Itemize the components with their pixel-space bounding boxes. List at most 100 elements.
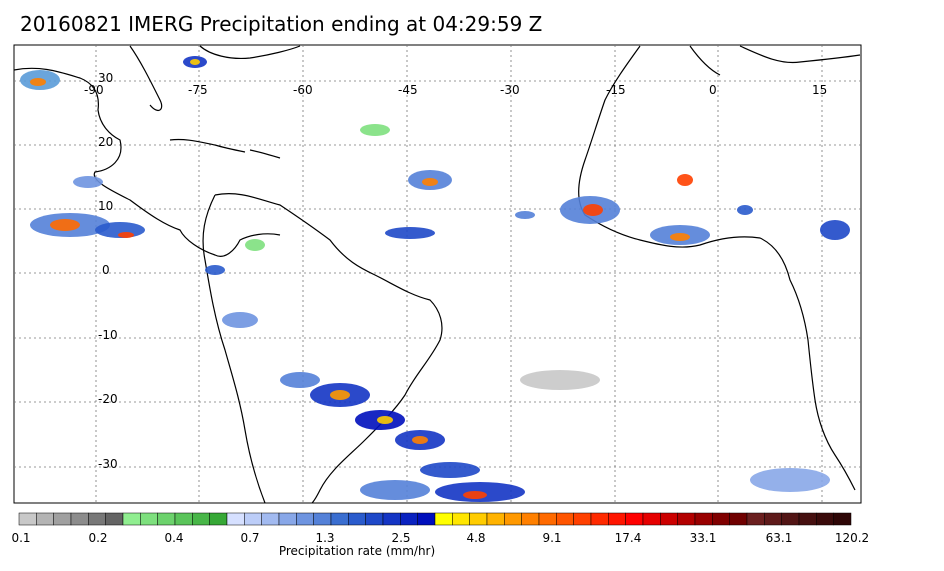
colorbar-swatch [712, 512, 730, 526]
colorbar-swatch [486, 512, 505, 526]
colorbar-swatch [400, 512, 418, 526]
lon-label: -75 [188, 83, 208, 97]
colorbar-swatch [573, 512, 592, 526]
colorbar-swatch [521, 512, 540, 526]
colorbar-swatch [469, 512, 488, 526]
lat-label: -30 [98, 457, 118, 471]
colorbar-label: 0.7 [240, 531, 260, 545]
precipitation-cell [385, 227, 435, 239]
colorbar-label: 17.4 [614, 531, 642, 545]
lat-label: 30 [98, 71, 113, 85]
colorbar-swatch [209, 512, 228, 526]
colorbar-swatch [278, 512, 297, 526]
colorbar-swatch [226, 512, 245, 526]
colorbar-swatch [625, 512, 644, 526]
precipitation-cell [330, 390, 350, 400]
graticule [14, 45, 861, 503]
precipitation-cell [118, 232, 134, 238]
colorbar-swatch [313, 512, 332, 526]
lon-label: 0 [709, 83, 717, 97]
colorbar-swatch [36, 512, 54, 526]
lon-label: -30 [500, 83, 520, 97]
precipitation-field [20, 56, 850, 502]
precipitation-cell [583, 204, 603, 216]
colorbar-label: 0.2 [88, 531, 108, 545]
colorbar-label: 4.8 [466, 531, 486, 545]
colorbar-swatch [781, 512, 800, 526]
colorbar-label: 1.3 [315, 531, 335, 545]
colorbar-swatch [348, 512, 366, 526]
colorbar-swatch [642, 512, 661, 526]
precipitation-cell [422, 178, 438, 186]
precipitation-cell [222, 312, 258, 328]
precipitation-cell [737, 205, 753, 215]
map-frame [13, 44, 862, 504]
colorbar-swatch [261, 512, 280, 526]
precipitation-cell [515, 211, 535, 219]
colorbar-swatch [677, 512, 696, 526]
precipitation-cell [280, 372, 320, 388]
colorbar-swatch [244, 512, 262, 526]
precipitation-cell [360, 480, 430, 500]
lon-label: 15 [812, 83, 827, 97]
colorbar [18, 512, 852, 526]
colorbar-swatch [452, 512, 470, 526]
lat-label: -10 [98, 328, 118, 342]
lon-label: -15 [606, 83, 626, 97]
lon-label: -90 [84, 83, 104, 97]
precipitation-cell [50, 219, 80, 231]
coastlines [13, 45, 861, 504]
colorbar-swatch [608, 512, 626, 526]
colorbar-label: 9.1 [542, 531, 562, 545]
map-title: 20160821 IMERG Precipitation ending at 0… [20, 12, 543, 36]
colorbar-swatch [157, 512, 176, 526]
colorbar-swatch [140, 512, 158, 526]
colorbar-swatch [764, 512, 782, 526]
colorbar-label: 120.2 [834, 531, 870, 545]
precipitation-cell [750, 468, 830, 492]
colorbar-swatch [382, 512, 401, 526]
precipitation-cell [377, 416, 393, 424]
precipitation-cell [820, 220, 850, 240]
lat-label: 10 [98, 199, 113, 213]
precipitation-cell [30, 78, 46, 86]
lat-label: 0 [102, 263, 110, 277]
colorbar-label: 63.1 [765, 531, 793, 545]
colorbar-swatch [816, 512, 834, 526]
colorbar-swatch [105, 512, 124, 526]
colorbar-swatch [798, 512, 817, 526]
precipitation-cell [520, 370, 600, 390]
precipitation-cell [463, 491, 487, 499]
precipitation-cell [73, 176, 103, 188]
colorbar-swatch [746, 512, 765, 526]
colorbar-swatch [504, 512, 522, 526]
colorbar-swatch [729, 512, 748, 526]
lon-label: -45 [398, 83, 418, 97]
colorbar-swatch [174, 512, 193, 526]
precipitation-cell [420, 462, 480, 478]
colorbar-swatch [660, 512, 678, 526]
colorbar-swatch [192, 512, 210, 526]
precipitation-cell [677, 174, 693, 186]
lat-label: -20 [98, 392, 118, 406]
colorbar-swatch [330, 512, 349, 526]
colorbar-swatch [556, 512, 574, 526]
colorbar-swatch [70, 512, 89, 526]
colorbar-label: 0.4 [164, 531, 184, 545]
lat-label: 20 [98, 135, 113, 149]
lon-label: -60 [293, 83, 313, 97]
precipitation-cell [360, 124, 390, 136]
colorbar-swatch [694, 512, 713, 526]
colorbar-swatch [833, 512, 852, 526]
colorbar-swatch [88, 512, 106, 526]
colorbar-swatch [590, 512, 609, 526]
colorbar-swatch [365, 512, 384, 526]
colorbar-swatch [417, 512, 436, 526]
colorbar-label: 33.1 [689, 531, 717, 545]
colorbar-swatch [122, 512, 141, 526]
precipitation-cell [190, 59, 200, 65]
precipitation-cell [245, 239, 265, 251]
precipitation-cell [670, 233, 690, 241]
colorbar-title: Precipitation rate (mm/hr) [278, 544, 436, 558]
